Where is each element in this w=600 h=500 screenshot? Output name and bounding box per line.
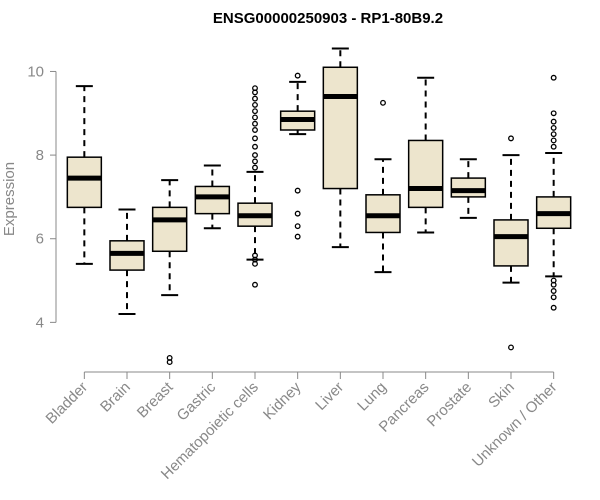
outlier-point (550, 277, 557, 284)
outlier-point (550, 131, 557, 138)
y-axis-title: Expression (1, 162, 18, 236)
outlier-point (252, 158, 258, 165)
outlier-point (252, 108, 258, 115)
box-group (66, 85, 103, 265)
boxes-layer (66, 47, 572, 366)
outlier-point (252, 127, 258, 133)
x-tick-label: Prostate (424, 379, 476, 431)
outlier-point (294, 72, 301, 79)
outlier-point (550, 137, 557, 144)
outlier-point (252, 85, 258, 92)
outlier-point (166, 354, 173, 361)
outlier-point (294, 210, 301, 217)
iqr-box (66, 156, 103, 209)
outlier-point (294, 233, 301, 240)
y-tick-label: 10 (27, 63, 44, 80)
outlier-point (252, 95, 258, 102)
x-tick-label: Bladder (43, 379, 92, 428)
iqr-box (194, 185, 231, 215)
x-tick-label: Skin (485, 379, 518, 412)
box-group (407, 76, 444, 234)
box-group (279, 72, 316, 240)
box-group (450, 158, 487, 219)
outlier-point (252, 101, 258, 108)
outlier-point (380, 99, 386, 106)
outlier-point (252, 114, 258, 121)
iqr-box (450, 177, 487, 198)
x-tick-label: Brain (97, 379, 134, 416)
x-tick-label: Lung (354, 379, 390, 415)
box-group (151, 179, 188, 366)
iqr-box (322, 66, 359, 190)
box-group (237, 85, 273, 288)
outlier-point (252, 120, 258, 127)
outlier-point (294, 223, 301, 230)
box-group (109, 208, 145, 315)
outlier-point (550, 118, 557, 125)
outlier-point (550, 294, 557, 301)
x-tick-label: Breast (134, 378, 177, 421)
iqr-box (151, 206, 188, 253)
box-group (493, 135, 529, 351)
outlier-point (508, 344, 514, 351)
x-tick-label: Kidney (260, 378, 305, 423)
outlier-point (550, 304, 557, 311)
outlier-point (294, 187, 301, 194)
outlier-point (550, 124, 557, 131)
outlier-point (252, 252, 258, 259)
outlier-point (252, 281, 258, 288)
x-tick-label: Liver (312, 379, 347, 414)
y-tick-label: 4 (36, 314, 44, 331)
outlier-point (508, 135, 514, 142)
iqr-box (407, 139, 444, 209)
outlier-point (550, 288, 557, 294)
outlier-point (550, 110, 557, 117)
box-group (322, 47, 359, 249)
outlier-point (252, 143, 258, 150)
box-group (194, 164, 231, 230)
y-tick-label: 6 (36, 231, 44, 248)
box-group (365, 99, 401, 274)
box-group (535, 74, 572, 311)
chart-title: ENSG00000250903 - RP1-80B9.2 (213, 10, 443, 27)
outlier-point (550, 74, 557, 81)
outlier-point (252, 135, 258, 142)
iqr-box (493, 219, 529, 267)
outlier-point (550, 143, 557, 150)
y-axis: 4 6 8 10 (27, 63, 57, 331)
outlier-point (252, 152, 258, 159)
y-tick-label: 8 (36, 147, 44, 164)
outlier-point (252, 164, 258, 171)
